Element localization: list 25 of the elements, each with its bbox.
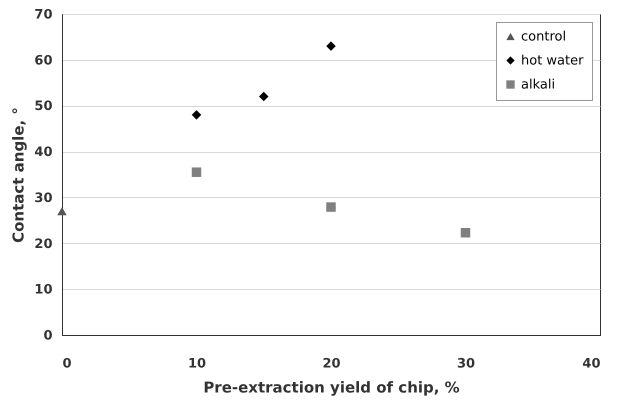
point xyxy=(326,202,336,212)
y-tick-label: 70 xyxy=(34,8,52,22)
point xyxy=(192,110,202,120)
legend-label: hot water xyxy=(521,54,584,68)
y-tick-label: 60 xyxy=(34,53,52,68)
y-tick-label: 50 xyxy=(34,99,52,114)
y-tick-label: 30 xyxy=(34,190,52,206)
y-tick-label: 0 xyxy=(43,328,52,344)
point xyxy=(259,92,268,102)
point xyxy=(57,207,67,216)
point xyxy=(192,167,202,177)
x-tick-label: 20 xyxy=(322,356,341,372)
y-tick-label: 40 xyxy=(34,145,52,160)
y-axis-title: Contact angle, ° xyxy=(9,107,28,243)
point xyxy=(326,41,336,51)
legend-label: control xyxy=(521,30,566,44)
x-tick-label: 40 xyxy=(582,356,600,372)
y-tick-label: 20 xyxy=(34,236,52,252)
x-tick-label: 10 xyxy=(188,356,206,372)
x-tick-label: 30 xyxy=(456,356,476,372)
x-axis-title: Pre-extraction yield of chip, % xyxy=(203,378,460,396)
y-tick-label: 10 xyxy=(34,282,52,298)
x-tick-label: 0 xyxy=(62,356,72,372)
point xyxy=(460,228,470,238)
legend-label: alkali xyxy=(521,78,556,92)
